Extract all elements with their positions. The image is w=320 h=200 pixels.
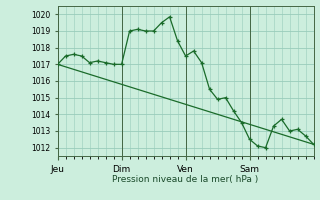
X-axis label: Pression niveau de la mer( hPa ): Pression niveau de la mer( hPa ) xyxy=(112,175,259,184)
